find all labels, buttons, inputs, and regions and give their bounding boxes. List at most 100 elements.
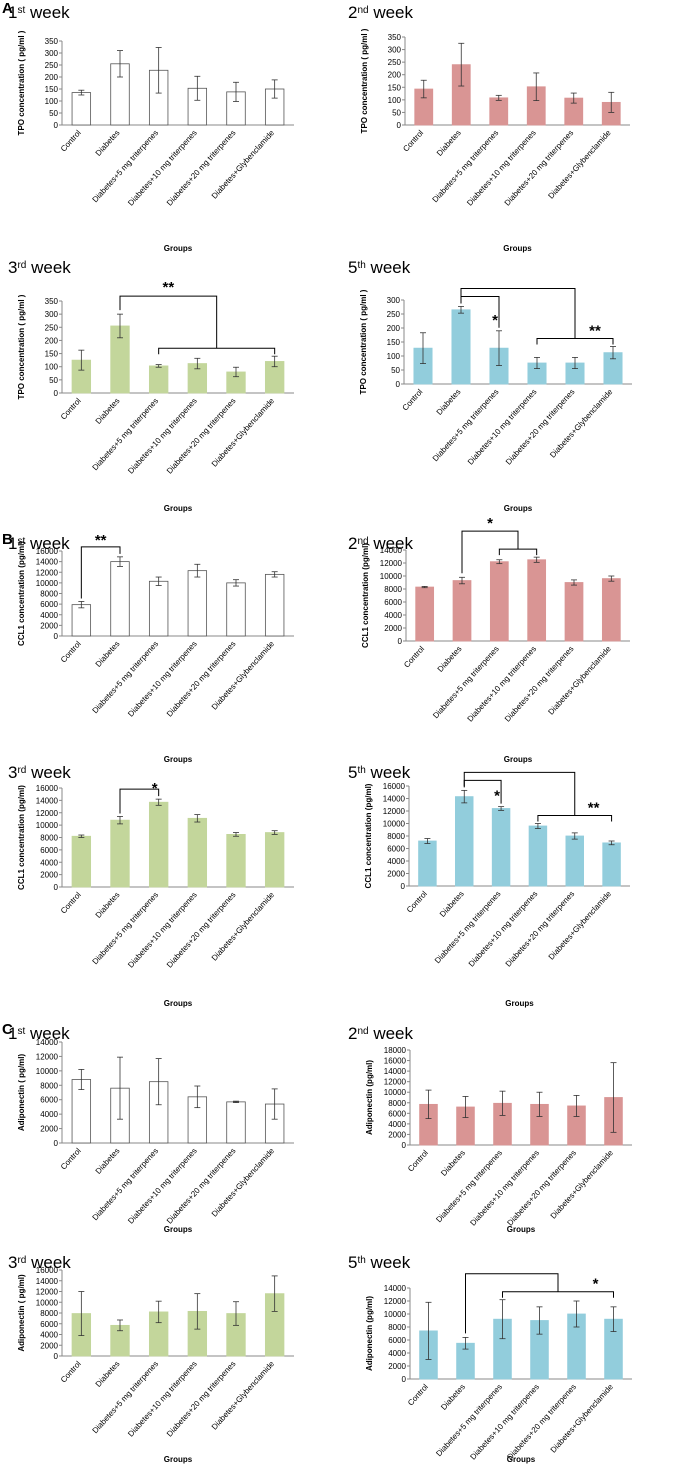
- x-axis-label: Groups: [164, 504, 193, 513]
- category-label: Diabetes+20 mg triterpenes: [504, 387, 577, 466]
- y-tick-label: 0: [396, 380, 401, 389]
- bar: [264, 832, 285, 888]
- category-label: Diabetes: [435, 387, 463, 416]
- category-label: Diabetes: [94, 639, 122, 668]
- y-tick-label: 12000: [36, 1052, 59, 1061]
- x-axis-label: Groups: [507, 1225, 536, 1234]
- chart-c2: 2nd week 0 2000 4000 6000 8000 10000 12000 14000…: [340, 1021, 690, 1246]
- significance-marker: *: [487, 515, 493, 532]
- category-label: Control: [59, 396, 83, 421]
- y-tick-label: 300: [45, 49, 59, 58]
- y-tick-label: 4000: [387, 857, 405, 866]
- x-axis-label: Groups: [164, 999, 193, 1008]
- y-tick-label: 50: [49, 376, 58, 385]
- category-label: Diabetes+20 mg triterpenes: [165, 128, 238, 207]
- category-label: Diabetes+10 mg triterpenes: [466, 644, 539, 723]
- category-label: Diabetes+10 mg triterpenes: [126, 396, 199, 475]
- category-label: Diabetes+10 mg triterpenes: [465, 128, 538, 207]
- y-tick-label: 8000: [384, 585, 402, 594]
- category-label: Diabetes: [438, 889, 466, 918]
- y-tick-label: 2000: [40, 1341, 58, 1350]
- y-tick-label: 2000: [388, 1362, 406, 1371]
- y-tick-label: 4000: [40, 1110, 58, 1119]
- y-tick-label: 14000: [36, 1277, 59, 1286]
- category-label: Diabetes+5 mg triterpenes: [433, 889, 503, 965]
- y-tick-label: 12000: [36, 809, 59, 818]
- y-tick-label: 100: [387, 352, 401, 361]
- y-tick-label: 12000: [384, 1297, 407, 1306]
- category-label: Control: [406, 1148, 430, 1173]
- y-tick-label: 100: [388, 96, 402, 105]
- y-tick-label: 8000: [388, 1323, 406, 1332]
- y-tick-label: 2000: [387, 870, 405, 879]
- y-tick-label: 300: [387, 296, 401, 305]
- chart-svg: 2nd week 0 2000 4000 6000 8000 10000 12000 14000…: [348, 515, 630, 764]
- category-label: Control: [59, 1146, 83, 1171]
- y-tick-label: 0: [402, 1375, 407, 1384]
- category-label: Diabetes+20 mg triterpenes: [165, 639, 238, 718]
- category-label: Diabetes+5 mg triterpenes: [91, 1146, 161, 1222]
- y-tick-label: 10000: [383, 820, 406, 829]
- significance-bracket-group: [498, 548, 538, 556]
- bar: [226, 834, 246, 888]
- y-tick-label: 200: [45, 336, 59, 345]
- y-tick-label: 12000: [36, 1288, 59, 1297]
- category-label: Diabetes+20 mg triterpenes: [165, 396, 238, 475]
- x-axis-label: Groups: [505, 999, 534, 1008]
- significance-marker: *: [593, 1276, 599, 1293]
- category-label: Diabetes+5 mg triterpenes: [91, 396, 161, 472]
- significance-bracket: [463, 771, 576, 816]
- y-tick-label: 4000: [384, 611, 402, 620]
- category-label: Diabetes+10 mg triterpenes: [467, 889, 540, 968]
- y-tick-label: 2000: [384, 624, 402, 633]
- chart-svg: 3rd week 0 50 100 150 200 250 300 350 Control Diab…: [8, 258, 294, 513]
- category-label: Diabetes+5 mg triterpenes: [91, 639, 161, 715]
- category-label: Diabetes+20 mg triterpenes: [165, 890, 238, 969]
- category-label: Diabetes+5 mg triterpenes: [91, 128, 161, 204]
- panel-letter-c: C: [2, 1021, 13, 1038]
- bar: [71, 92, 92, 126]
- x-axis-label: Groups: [164, 1225, 193, 1234]
- y-tick-label: 2000: [388, 1130, 406, 1139]
- bar: [418, 840, 437, 887]
- category-label: Diabetes+10 mg triterpenes: [468, 1382, 541, 1461]
- category-label: Diabetes: [94, 1146, 122, 1175]
- y-tick-label: 8000: [40, 834, 58, 843]
- y-tick-label: 16000: [36, 784, 59, 793]
- significance-bracket: [119, 788, 160, 814]
- category-label: Diabetes+5 mg triterpenes: [431, 387, 501, 463]
- y-tick-label: 12000: [380, 559, 403, 568]
- y-tick-label: 2000: [40, 1125, 58, 1134]
- chart-svg: 5th week 0 2000 4000 6000 8000 10000 12000 14000…: [348, 1253, 632, 1464]
- category-label: Diabetes+5 mg triterpenes: [91, 1359, 161, 1435]
- bar: [226, 582, 246, 637]
- category-label: Control: [59, 890, 83, 915]
- bar: [527, 559, 547, 642]
- y-tick-label: 8000: [40, 1309, 58, 1318]
- y-tick-label: 50: [391, 366, 400, 375]
- bar: [601, 578, 621, 642]
- chart-c3: 3rd week 0 2000 4000 6000 8000 10000 12000 14000…: [0, 1250, 340, 1476]
- bar: [71, 835, 92, 888]
- y-tick-label: 0: [397, 121, 402, 130]
- y-tick-label: 12000: [383, 807, 406, 816]
- week-title: 2nd week: [348, 3, 414, 22]
- y-tick-label: 350: [45, 37, 59, 46]
- category-label: Diabetes+20 mg triterpenes: [504, 889, 577, 968]
- y-tick-label: 10000: [384, 1088, 407, 1097]
- bar: [564, 582, 584, 642]
- x-axis-label: Groups: [507, 1455, 536, 1464]
- panel-letter-a: A: [2, 0, 13, 17]
- significance-bracket: [119, 295, 218, 349]
- category-label: Diabetes+5 mg triterpenes: [434, 1148, 504, 1224]
- y-tick-label: 14000: [384, 1067, 407, 1076]
- category-label: Diabetes: [94, 128, 122, 157]
- significance-bracket: [80, 546, 121, 599]
- y-tick-label: 10000: [36, 1067, 59, 1076]
- significance-marker: **: [589, 322, 601, 339]
- chart-b1: 1st week 0 2000 4000 6000 8000 10000 12000 14000…: [0, 531, 340, 776]
- category-label: Diabetes: [94, 890, 122, 919]
- category-label: Diabetes+20 mg triterpenes: [165, 1146, 238, 1225]
- week-title: 3rd week: [8, 258, 71, 277]
